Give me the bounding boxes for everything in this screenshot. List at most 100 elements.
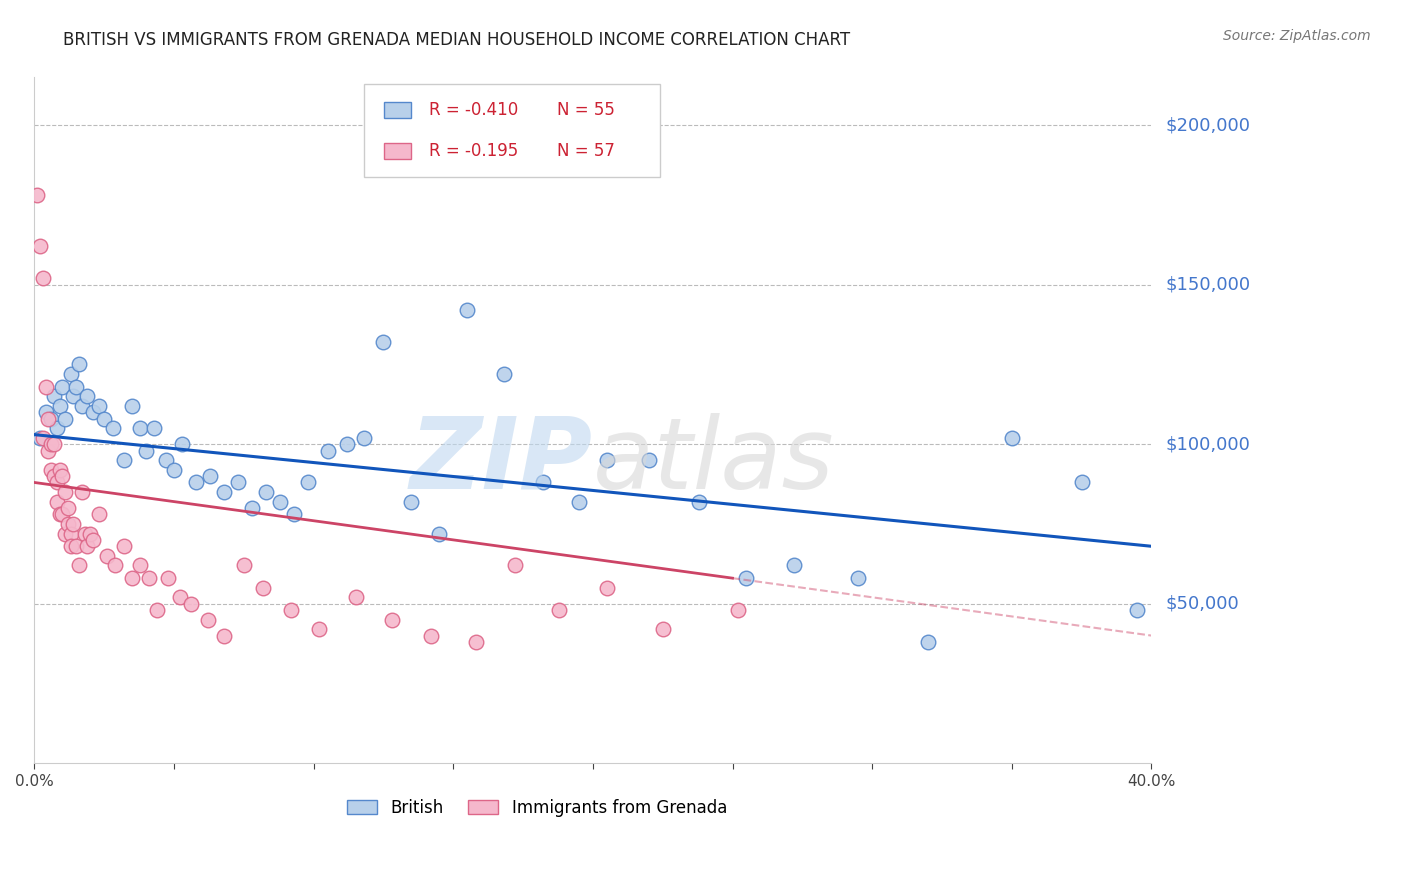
Point <box>48 463 70 477</box>
Point <box>112 453 135 467</box>
Point <box>82 405 104 419</box>
Point <box>45 475 67 490</box>
Text: R = -0.195: R = -0.195 <box>429 142 517 160</box>
Point <box>252 581 274 595</box>
Point <box>1126 603 1149 617</box>
Point <box>76 389 98 403</box>
Point <box>846 571 869 585</box>
Point <box>548 603 571 617</box>
Point <box>101 421 124 435</box>
Point <box>381 613 404 627</box>
Point <box>783 558 806 573</box>
Point <box>163 463 186 477</box>
Point <box>56 516 79 531</box>
Text: Source: ZipAtlas.com: Source: ZipAtlas.com <box>1223 29 1371 43</box>
Point <box>34 380 56 394</box>
Point <box>917 635 939 649</box>
Point <box>492 367 515 381</box>
Point <box>214 485 236 500</box>
Point <box>34 405 56 419</box>
Point <box>70 485 93 500</box>
Point <box>427 526 450 541</box>
Point <box>180 597 202 611</box>
Point <box>39 437 62 451</box>
Point <box>637 453 659 467</box>
Point <box>70 399 93 413</box>
Point <box>59 539 82 553</box>
Point <box>25 188 48 202</box>
Point <box>96 549 118 563</box>
Point <box>169 591 191 605</box>
Point <box>48 399 70 413</box>
Point <box>226 475 249 490</box>
Point <box>344 591 367 605</box>
Point <box>373 335 395 350</box>
Point <box>456 303 478 318</box>
Point <box>651 622 673 636</box>
Point <box>688 494 710 508</box>
Point <box>121 571 143 585</box>
Point <box>316 443 339 458</box>
Point <box>104 558 127 573</box>
Text: N = 57: N = 57 <box>557 142 614 160</box>
Point <box>143 421 166 435</box>
Point <box>79 526 101 541</box>
Text: BRITISH VS IMMIGRANTS FROM GRENADA MEDIAN HOUSEHOLD INCOME CORRELATION CHART: BRITISH VS IMMIGRANTS FROM GRENADA MEDIA… <box>63 31 851 49</box>
Point <box>129 558 152 573</box>
Point <box>53 526 76 541</box>
Point <box>93 411 115 425</box>
Text: $200,000: $200,000 <box>1166 116 1250 135</box>
Point <box>464 635 486 649</box>
Point <box>283 508 305 522</box>
Point <box>37 443 59 458</box>
Point <box>59 526 82 541</box>
Point <box>45 421 67 435</box>
Point <box>401 494 423 508</box>
Point <box>28 431 51 445</box>
Point <box>62 516 84 531</box>
Text: atlas: atlas <box>593 413 835 510</box>
Legend: British, Immigrants from Grenada: British, Immigrants from Grenada <box>340 792 734 823</box>
Point <box>568 494 591 508</box>
Point <box>1001 431 1024 445</box>
Point <box>353 431 375 445</box>
Point <box>232 558 254 573</box>
Point <box>48 508 70 522</box>
Point <box>157 571 180 585</box>
Point <box>138 571 160 585</box>
FancyBboxPatch shape <box>364 85 659 177</box>
Point <box>197 613 219 627</box>
Point <box>42 389 65 403</box>
Point <box>297 475 319 490</box>
Point <box>42 469 65 483</box>
Point <box>269 494 291 508</box>
Point <box>39 463 62 477</box>
Point <box>727 603 749 617</box>
FancyBboxPatch shape <box>384 102 411 119</box>
Point <box>45 494 67 508</box>
Point <box>31 271 53 285</box>
Point <box>155 453 177 467</box>
Point <box>146 603 169 617</box>
Point <box>76 539 98 553</box>
FancyBboxPatch shape <box>384 143 411 159</box>
Point <box>112 539 135 553</box>
Point <box>65 380 87 394</box>
Point <box>129 421 152 435</box>
Point <box>51 508 73 522</box>
Text: $50,000: $50,000 <box>1166 595 1239 613</box>
Point <box>200 469 222 483</box>
Point <box>59 367 82 381</box>
Point <box>37 411 59 425</box>
Point <box>39 411 62 425</box>
Text: $100,000: $100,000 <box>1166 435 1250 453</box>
Point <box>214 629 236 643</box>
Point <box>280 603 302 617</box>
Point <box>56 500 79 515</box>
Point <box>53 485 76 500</box>
Point <box>135 443 157 458</box>
Point <box>503 558 526 573</box>
Point <box>308 622 330 636</box>
Point <box>735 571 758 585</box>
Point <box>67 558 90 573</box>
